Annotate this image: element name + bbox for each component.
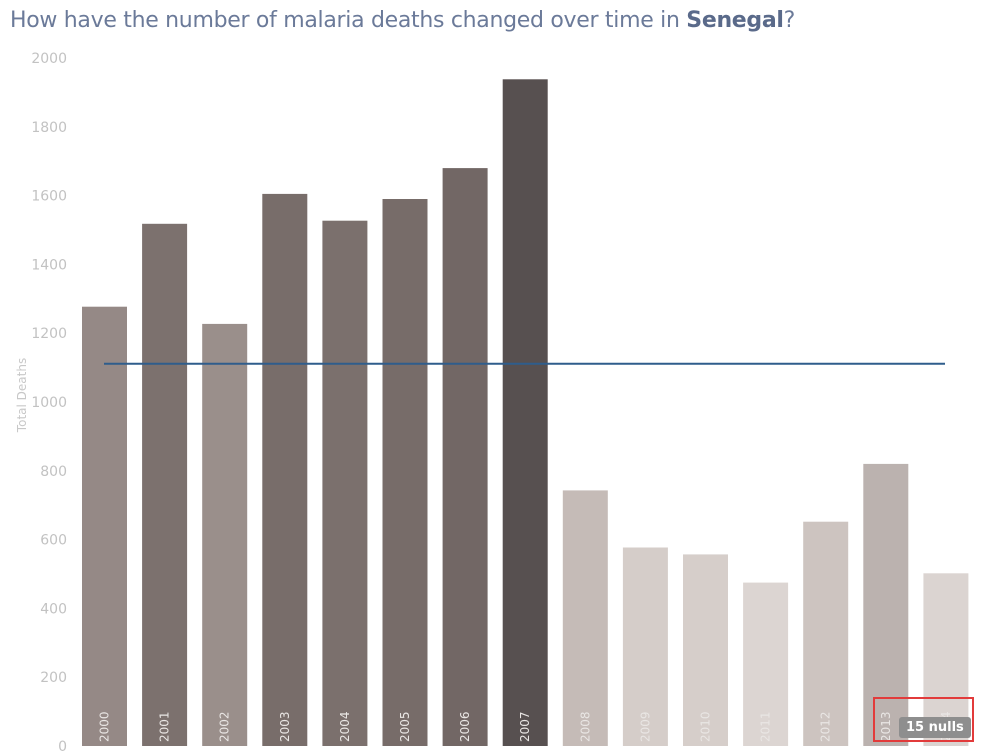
y-tick-label: 1200 bbox=[31, 326, 67, 342]
bar-2005[interactable] bbox=[382, 199, 428, 746]
x-tick-label: 2012 bbox=[819, 711, 833, 742]
x-tick-label: 2005 bbox=[398, 711, 412, 742]
x-tick-label: 2001 bbox=[158, 711, 172, 742]
x-axis-labels: 2000 2001 2002 2003 2004 2005 2006 2007 2008 2009… bbox=[98, 711, 953, 742]
bar-2001[interactable] bbox=[142, 223, 188, 747]
bar-2010[interactable] bbox=[683, 554, 728, 746]
y-tick-label: 1400 bbox=[31, 257, 67, 273]
x-tick-label: 2013 bbox=[879, 711, 893, 742]
y-axis-label: Total Deaths bbox=[15, 358, 29, 433]
y-tick-label: 600 bbox=[40, 533, 67, 549]
title-prefix: How have the number of malaria deaths ch… bbox=[10, 8, 687, 33]
x-tick-label: 2002 bbox=[218, 711, 232, 742]
bar-2007[interactable] bbox=[502, 79, 548, 747]
bar-2009[interactable] bbox=[622, 547, 668, 747]
bar-2008[interactable] bbox=[562, 490, 608, 746]
y-tick-label: 0 bbox=[58, 739, 67, 755]
nulls-indicator-highlight[interactable]: 15 nulls bbox=[873, 697, 974, 742]
y-tick-label: 800 bbox=[40, 464, 67, 480]
bar-2012[interactable] bbox=[803, 521, 849, 746]
title-country: Senegal bbox=[686, 8, 784, 33]
bar-2000[interactable] bbox=[82, 306, 127, 746]
bar-2006[interactable] bbox=[442, 168, 488, 747]
x-tick-label: 2004 bbox=[338, 711, 352, 742]
bars-group bbox=[82, 79, 969, 747]
chart-title: How have the number of malaria deaths ch… bbox=[10, 8, 795, 33]
x-tick-label: 2009 bbox=[638, 711, 652, 742]
nulls-indicator[interactable]: 15 nulls bbox=[899, 717, 971, 738]
y-tick-label: 1600 bbox=[31, 189, 67, 205]
bar-2011[interactable] bbox=[743, 582, 789, 746]
y-tick-label: 200 bbox=[40, 670, 67, 686]
x-tick-label: 2003 bbox=[278, 711, 292, 742]
x-tick-label: 2006 bbox=[458, 711, 472, 742]
y-axis: 0 200 400 600 800 1000 1200 1400 1600 1800 2000 bbox=[31, 51, 67, 755]
y-tick-label: 2000 bbox=[31, 51, 67, 67]
bar-2003[interactable] bbox=[262, 193, 308, 746]
bar-2002[interactable] bbox=[202, 323, 248, 746]
x-tick-label: 2007 bbox=[518, 711, 532, 742]
y-tick-label: 400 bbox=[40, 601, 67, 617]
x-tick-label: 2010 bbox=[699, 711, 713, 742]
bar-2004[interactable] bbox=[322, 220, 368, 746]
x-tick-label: 2008 bbox=[578, 711, 592, 742]
title-suffix: ? bbox=[783, 8, 796, 33]
y-tick-label: 1000 bbox=[31, 395, 67, 411]
x-tick-label: 2000 bbox=[98, 711, 112, 742]
y-tick-label: 1800 bbox=[31, 120, 67, 136]
x-tick-label: 2011 bbox=[759, 711, 773, 742]
